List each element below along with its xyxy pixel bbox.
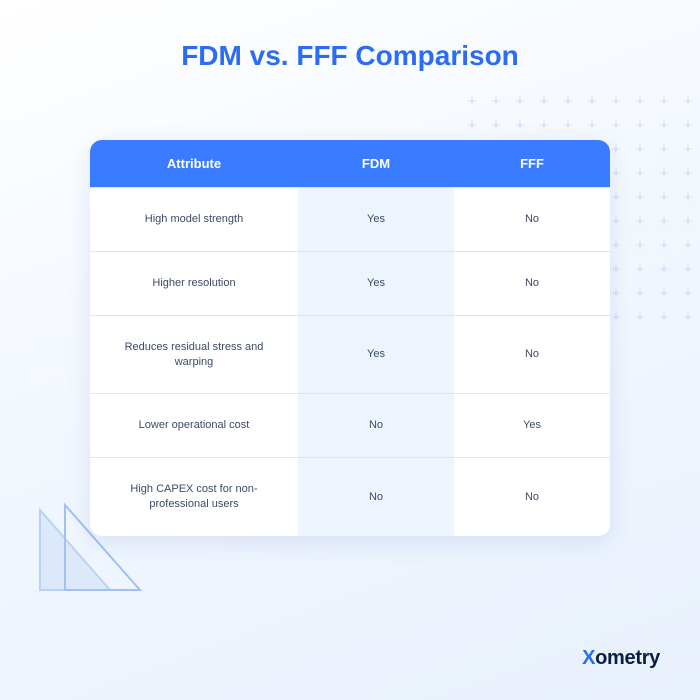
col-header-fff: FFF bbox=[454, 140, 610, 187]
col-header-attribute: Attribute bbox=[90, 140, 298, 187]
cell-attribute: High model strength bbox=[90, 188, 298, 251]
cell-fff: Yes bbox=[454, 394, 610, 457]
cell-attribute: Lower operational cost bbox=[90, 394, 298, 457]
table-row: Lower operational costNoYes bbox=[90, 393, 610, 457]
cell-fff: No bbox=[454, 252, 610, 315]
brand-logo: Xometry bbox=[582, 647, 660, 670]
cell-attribute: Higher resolution bbox=[90, 252, 298, 315]
cell-fff: No bbox=[454, 188, 610, 251]
cell-fdm: No bbox=[298, 394, 454, 457]
cell-fdm: No bbox=[298, 458, 454, 536]
cell-fdm: Yes bbox=[298, 316, 454, 394]
cell-fdm: Yes bbox=[298, 188, 454, 251]
table-row: Higher resolutionYesNo bbox=[90, 251, 610, 315]
cell-fdm: Yes bbox=[298, 252, 454, 315]
table-row: High model strengthYesNo bbox=[90, 187, 610, 251]
table-row: Reduces residual stress and warpingYesNo bbox=[90, 315, 610, 394]
cell-fff: No bbox=[454, 316, 610, 394]
cell-fff: No bbox=[454, 458, 610, 536]
comparison-table: Attribute FDM FFF High model strengthYes… bbox=[90, 140, 610, 536]
table-body: High model strengthYesNoHigher resolutio… bbox=[90, 187, 610, 536]
cell-attribute: Reduces residual stress and warping bbox=[90, 316, 298, 394]
page-title: FDM vs. FFF Comparison bbox=[0, 0, 700, 72]
table-header: Attribute FDM FFF bbox=[90, 140, 610, 187]
brand-x: X bbox=[582, 647, 595, 669]
table-row: High CAPEX cost for non-professional use… bbox=[90, 457, 610, 536]
brand-rest: ometry bbox=[595, 647, 660, 669]
col-header-fdm: FDM bbox=[298, 140, 454, 187]
cell-attribute: High CAPEX cost for non-professional use… bbox=[90, 458, 298, 536]
